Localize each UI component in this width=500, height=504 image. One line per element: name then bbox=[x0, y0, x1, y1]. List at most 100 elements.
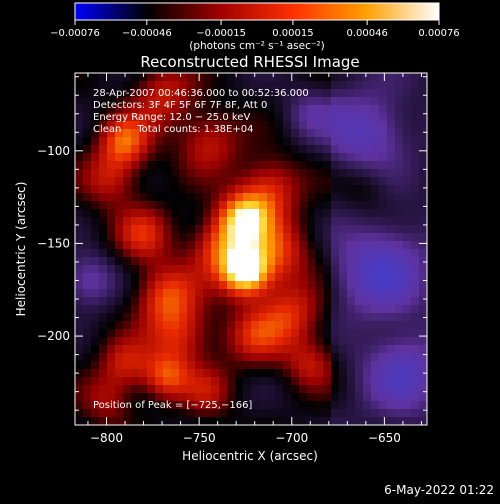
heatmap-cell bbox=[403, 129, 412, 138]
heatmap-cell bbox=[155, 393, 164, 402]
heatmap-cell bbox=[275, 297, 284, 306]
heatmap-cell bbox=[75, 193, 84, 202]
heatmap-cell bbox=[395, 361, 404, 370]
heatmap-cell bbox=[323, 417, 332, 426]
heatmap-cell bbox=[411, 401, 420, 410]
heatmap-cell bbox=[203, 249, 212, 258]
heatmap-cell bbox=[251, 81, 260, 90]
heatmap-cell bbox=[395, 129, 404, 138]
heatmap-cell bbox=[267, 145, 276, 154]
heatmap-cell bbox=[323, 161, 332, 170]
heatmap-cell bbox=[315, 137, 324, 146]
heatmap-cell bbox=[331, 177, 340, 186]
heatmap-cell bbox=[139, 289, 148, 298]
heatmap-cell bbox=[363, 137, 372, 146]
heatmap-cell bbox=[235, 153, 244, 162]
heatmap-cell bbox=[299, 289, 308, 298]
heatmap-cell bbox=[147, 385, 156, 394]
heatmap-cell bbox=[291, 217, 300, 226]
heatmap-cell bbox=[323, 89, 332, 98]
heatmap-cell bbox=[267, 257, 276, 266]
heatmap-cell bbox=[315, 153, 324, 162]
heatmap-cell bbox=[307, 409, 316, 418]
heatmap-cell bbox=[299, 377, 308, 386]
heatmap-cell bbox=[419, 337, 428, 346]
heatmap-cell bbox=[331, 265, 340, 274]
heatmap-cell bbox=[347, 345, 356, 354]
heatmap-cell bbox=[267, 81, 276, 90]
heatmap-cell bbox=[267, 313, 276, 322]
heatmap-cell bbox=[211, 121, 220, 130]
heatmap-cell bbox=[187, 233, 196, 242]
heatmap-cell bbox=[131, 97, 140, 106]
heatmap-cell bbox=[235, 369, 244, 378]
heatmap-cell bbox=[411, 289, 420, 298]
heatmap-cell bbox=[139, 321, 148, 330]
heatmap-cell bbox=[259, 249, 268, 258]
heatmap-cell bbox=[299, 193, 308, 202]
heatmap-cell bbox=[195, 217, 204, 226]
heatmap-cell bbox=[179, 129, 188, 138]
heatmap-cell bbox=[323, 177, 332, 186]
heatmap-cell bbox=[355, 409, 364, 418]
heatmap-cell bbox=[219, 281, 228, 290]
heatmap-cell bbox=[195, 233, 204, 242]
heatmap-cell bbox=[163, 209, 172, 218]
heatmap-cell bbox=[419, 129, 428, 138]
heatmap-cell bbox=[251, 273, 260, 282]
heatmap-cell bbox=[299, 209, 308, 218]
heatmap-cell bbox=[323, 337, 332, 346]
heatmap-cell bbox=[363, 337, 372, 346]
heatmap-cell bbox=[339, 265, 348, 274]
heatmap-cell bbox=[203, 401, 212, 410]
heatmap-cell bbox=[171, 281, 180, 290]
heatmap-cell bbox=[139, 81, 148, 90]
heatmap-cell bbox=[131, 161, 140, 170]
heatmap-cell bbox=[299, 153, 308, 162]
heatmap-cell bbox=[83, 377, 92, 386]
heatmap-cell bbox=[395, 81, 404, 90]
heatmap-cell bbox=[163, 329, 172, 338]
heatmap-cell bbox=[163, 377, 172, 386]
heatmap-cell bbox=[83, 193, 92, 202]
heatmap-cell bbox=[323, 201, 332, 210]
heatmap-cell bbox=[363, 321, 372, 330]
heatmap-cell bbox=[139, 169, 148, 178]
heatmap-cell bbox=[299, 89, 308, 98]
heatmap-cell bbox=[227, 121, 236, 130]
chart-title: Reconstructed RHESSI Image bbox=[140, 53, 359, 71]
heatmap-cell bbox=[211, 225, 220, 234]
heatmap-cell bbox=[363, 313, 372, 322]
heatmap-cell bbox=[283, 353, 292, 362]
heatmap-cell bbox=[411, 209, 420, 218]
heatmap-cell bbox=[187, 377, 196, 386]
heatmap-cell bbox=[227, 129, 236, 138]
heatmap-cell bbox=[107, 393, 116, 402]
heatmap-cell bbox=[275, 353, 284, 362]
heatmap-cell bbox=[203, 345, 212, 354]
heatmap-cell bbox=[179, 89, 188, 98]
heatmap-cell bbox=[251, 73, 260, 82]
heatmap-cell bbox=[83, 177, 92, 186]
heatmap-cell bbox=[411, 185, 420, 194]
heatmap-cell bbox=[251, 305, 260, 314]
heatmap-cell bbox=[155, 313, 164, 322]
heatmap-cell bbox=[115, 361, 124, 370]
heatmap-cell bbox=[99, 177, 108, 186]
heatmap-cell bbox=[147, 345, 156, 354]
heatmap-cell bbox=[195, 249, 204, 258]
heatmap-cell bbox=[211, 153, 220, 162]
heatmap-cell bbox=[251, 369, 260, 378]
heatmap-cell bbox=[395, 241, 404, 250]
heatmap-cell bbox=[307, 121, 316, 130]
heatmap-cell bbox=[227, 193, 236, 202]
heatmap-cell bbox=[195, 161, 204, 170]
heatmap-cell bbox=[243, 81, 252, 90]
heatmap-cell bbox=[179, 241, 188, 250]
heatmap-cell bbox=[283, 265, 292, 274]
colorbar-tick-label: −0.00076 bbox=[50, 28, 100, 39]
heatmap-cell bbox=[403, 297, 412, 306]
heatmap-cell bbox=[331, 161, 340, 170]
heatmap-cell bbox=[75, 321, 84, 330]
heatmap-cell bbox=[323, 369, 332, 378]
